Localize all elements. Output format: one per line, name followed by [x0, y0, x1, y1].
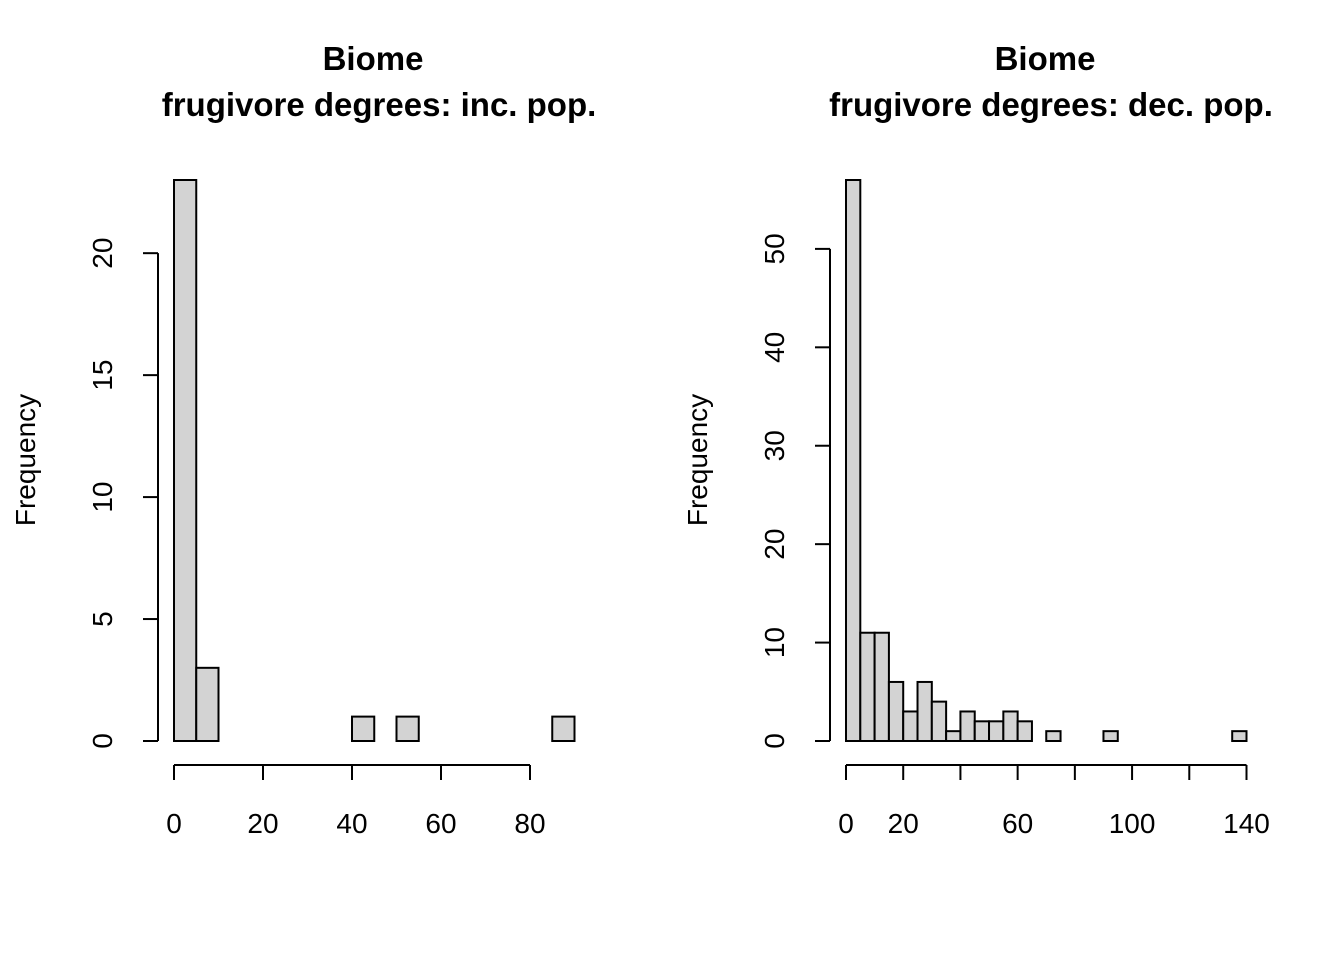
x-tick-label: 20 [888, 808, 919, 839]
x-tick-label: 60 [425, 808, 456, 839]
histogram-bar [945, 730, 962, 743]
x-tick-label: 140 [1223, 808, 1270, 839]
chart-title-line2: frugivore degrees: inc. pop. [162, 86, 597, 123]
x-tick-label: 20 [247, 808, 278, 839]
x-tick-label: 40 [336, 808, 367, 839]
histogram-bar [859, 631, 876, 742]
chart-title-line1: Biome [995, 40, 1096, 77]
histogram-bar [973, 720, 991, 743]
x-tick-label: 0 [838, 808, 854, 839]
chart-title-line1: Biome [323, 40, 424, 77]
y-axis-label: Frequency [682, 394, 713, 526]
histogram-bar [1002, 710, 1019, 743]
histogram-bar [173, 179, 198, 742]
histogram-bar [902, 710, 919, 743]
histogram-panel-inc-pop: Biome frugivore degrees: inc. pop. Frequ… [10, 40, 596, 839]
histogram-bar [195, 666, 220, 743]
y-axis: 0 5 10 15 20 [87, 238, 159, 749]
x-tick-label: 100 [1109, 808, 1156, 839]
y-tick-label: 20 [87, 238, 118, 269]
histogram-bar [845, 179, 862, 742]
histogram-bar [351, 715, 376, 743]
bars-group [173, 179, 576, 743]
histogram-bar [916, 680, 933, 743]
y-tick-label: 15 [87, 360, 118, 391]
histogram-bar [959, 710, 976, 743]
histogram-bar [930, 700, 948, 743]
y-tick-label: 5 [87, 611, 118, 627]
histogram-bar [873, 631, 890, 742]
y-tick-label: 0 [87, 733, 118, 749]
y-axis-label: Frequency [10, 394, 41, 526]
y-tick-label: 10 [759, 627, 790, 658]
histogram-bar [1016, 720, 1033, 743]
x-tick-label: 0 [166, 808, 182, 839]
histogram-bar [988, 720, 1005, 743]
bars-group [845, 179, 1248, 743]
y-tick-label: 40 [759, 332, 790, 363]
y-tick-label: 20 [759, 529, 790, 560]
histogram-bar [1102, 730, 1119, 743]
histogram-bar [395, 715, 420, 743]
y-axis: 0 10 20 30 40 50 [759, 233, 831, 749]
y-tick-label: 10 [87, 482, 118, 513]
y-tick-label: 0 [759, 733, 790, 749]
histogram-bar [1231, 730, 1248, 743]
histogram-bar [1045, 730, 1062, 743]
histogram-bar [551, 715, 576, 743]
x-axis: 0 20 60 100 140 [838, 764, 1270, 839]
y-tick-label: 50 [759, 233, 790, 264]
chart-title-line2: frugivore degrees: dec. pop. [829, 86, 1273, 123]
x-axis: 0 20 40 60 80 [166, 764, 546, 839]
y-tick-label: 30 [759, 430, 790, 461]
histogram-panel-dec-pop: Biome frugivore degrees: dec. pop. Frequ… [682, 40, 1273, 839]
x-tick-label: 60 [1002, 808, 1033, 839]
histogram-bar [887, 680, 905, 743]
x-tick-label: 80 [514, 808, 545, 839]
